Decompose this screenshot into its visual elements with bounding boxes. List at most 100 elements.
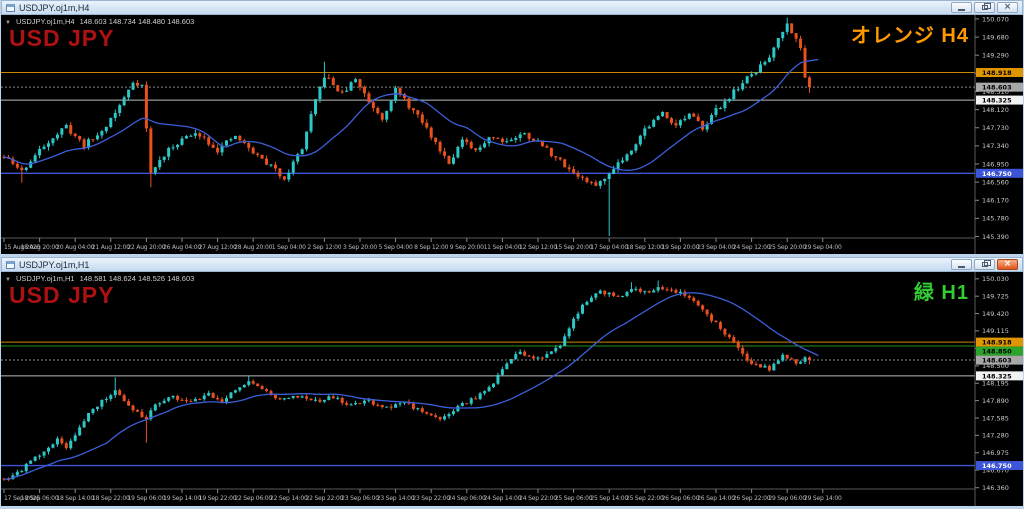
chart-window-titlebar-h1[interactable]: USDJPY.oj1m,H1 × — [1, 257, 1023, 272]
svg-text:148.510: 148.510 — [982, 88, 1009, 96]
svg-text:21 Aug 12:00: 21 Aug 12:00 — [92, 244, 130, 251]
minimize-icon — [958, 8, 965, 11]
svg-text:149.420: 149.420 — [982, 310, 1009, 318]
window-controls: × — [951, 259, 1018, 270]
chart-ohlc-values: 148.603 148.734 148.480 148.603 — [79, 17, 195, 26]
symbol-dropdown-icon[interactable]: ▼ — [5, 277, 11, 283]
window-controls: × — [951, 2, 1018, 13]
restore-button[interactable] — [974, 259, 995, 270]
timeframe-note-label-h4: オレンジ H4 — [850, 25, 969, 47]
svg-text:12 Sep 12:00: 12 Sep 12:00 — [519, 244, 557, 251]
svg-text:17 Sep 04:00: 17 Sep 04:00 — [590, 244, 628, 251]
svg-text:24 Sep 22:00: 24 Sep 22:00 — [519, 495, 557, 502]
symbol-dropdown-icon[interactable]: ▼ — [5, 20, 11, 26]
svg-text:146.750: 146.750 — [982, 170, 1012, 178]
chart-area-h1[interactable]: USD JPY 緑 H1 150.030 149.725 149.420 149.11… — [1, 272, 1023, 506]
svg-text:145.390: 145.390 — [982, 233, 1009, 241]
svg-text:148.850: 148.850 — [982, 348, 1012, 356]
svg-text:147.280: 147.280 — [982, 432, 1009, 440]
svg-text:18 Sep 14:00: 18 Sep 14:00 — [56, 495, 94, 502]
svg-text:148.918: 148.918 — [982, 339, 1012, 347]
symbol-watermark: USD JPY — [9, 282, 115, 308]
chart-symbol-label: USDJPY.oj1m,H1 — [15, 274, 75, 283]
svg-text:150.070: 150.070 — [982, 15, 1009, 23]
svg-text:24 Sep 12:00: 24 Sep 12:00 — [733, 244, 771, 251]
restore-icon — [981, 3, 991, 10]
close-button[interactable]: × — [997, 2, 1018, 13]
svg-text:19 Sep 20:00: 19 Sep 20:00 — [662, 244, 700, 251]
svg-text:18 Sep 06:00: 18 Sep 06:00 — [21, 495, 59, 502]
svg-text:29 Sep 14:00: 29 Sep 14:00 — [804, 495, 842, 502]
time-axis-h4[interactable] — [1, 240, 975, 254]
svg-text:148.120: 148.120 — [982, 106, 1009, 114]
svg-text:26 Sep 06:00: 26 Sep 06:00 — [662, 495, 700, 502]
svg-text:28 Aug 20:00: 28 Aug 20:00 — [234, 244, 272, 251]
chart-window-titlebar-h4[interactable]: USDJPY.oj1m,H4 × — [1, 0, 1023, 15]
svg-text:149.115: 149.115 — [982, 327, 1009, 335]
svg-text:146.975: 146.975 — [982, 449, 1009, 457]
svg-text:149.725: 149.725 — [982, 292, 1009, 300]
svg-text:149.290: 149.290 — [982, 52, 1009, 60]
svg-text:146.950: 146.950 — [982, 160, 1009, 168]
svg-text:23 Sep 04:00: 23 Sep 04:00 — [697, 244, 735, 251]
svg-text:147.730: 147.730 — [982, 124, 1009, 132]
svg-text:15 Sep 20:00: 15 Sep 20:00 — [555, 244, 593, 251]
svg-text:146.170: 146.170 — [982, 197, 1009, 205]
svg-text:23 Sep 06:00: 23 Sep 06:00 — [341, 495, 379, 502]
svg-text:147.890: 147.890 — [982, 397, 1009, 405]
svg-text:147.340: 147.340 — [982, 142, 1009, 150]
svg-text:23 Sep 14:00: 23 Sep 14:00 — [377, 495, 415, 502]
minimize-icon — [958, 265, 965, 268]
svg-text:25 Sep 20:00: 25 Sep 20:00 — [768, 244, 806, 251]
svg-text:9 Sep 20:00: 9 Sep 20:00 — [450, 244, 484, 251]
close-icon: × — [1003, 1, 1012, 12]
close-button[interactable]: × — [997, 259, 1018, 270]
candlestick-chart-h1[interactable]: 150.030149.725149.420149.115148.810148.5… — [1, 272, 1023, 506]
price-scale-h1[interactable] — [975, 272, 1023, 492]
chart-window-title: USDJPY.oj1m,H1 — [19, 259, 90, 270]
svg-text:3 Sep 20:00: 3 Sep 20:00 — [343, 244, 377, 251]
svg-text:148.195: 148.195 — [982, 380, 1009, 388]
svg-text:146.360: 146.360 — [982, 484, 1009, 492]
chart-window-h1: USDJPY.oj1m,H1 × USD JPY 緑 H1 150.030 149… — [1, 257, 1023, 508]
symbol-watermark: USD JPY — [9, 25, 115, 51]
price-scale-h4[interactable] — [975, 15, 1023, 240]
svg-text:22 Aug 20:00: 22 Aug 20:00 — [127, 244, 165, 251]
svg-text:1 Sep 04:00: 1 Sep 04:00 — [272, 244, 306, 251]
svg-text:25 Sep 06:00: 25 Sep 06:00 — [555, 495, 593, 502]
svg-text:22 Sep 14:00: 22 Sep 14:00 — [270, 495, 308, 502]
svg-text:8 Sep 12:00: 8 Sep 12:00 — [414, 244, 448, 251]
svg-text:29 Sep 04:00: 29 Sep 04:00 — [804, 244, 842, 251]
svg-text:150.030: 150.030 — [982, 275, 1009, 283]
svg-text:148.500: 148.500 — [982, 362, 1009, 370]
minimize-button[interactable] — [951, 2, 972, 13]
svg-text:19 Sep 22:00: 19 Sep 22:00 — [199, 495, 237, 502]
svg-text:145.780: 145.780 — [982, 215, 1009, 223]
chart-ohlc-values: 148.581 148.624 148.526 148.603 — [79, 274, 195, 283]
svg-text:24 Sep 06:00: 24 Sep 06:00 — [448, 495, 486, 502]
close-icon: × — [1003, 258, 1012, 269]
svg-text:20 Aug 04:00: 20 Aug 04:00 — [56, 244, 94, 251]
restore-button[interactable] — [974, 2, 995, 13]
svg-text:22 Sep 22:00: 22 Sep 22:00 — [306, 495, 344, 502]
svg-text:146.750: 146.750 — [982, 462, 1012, 470]
time-axis-h1[interactable] — [1, 492, 975, 506]
chart-window-title: USDJPY.oj1m,H4 — [19, 2, 90, 13]
chart-window-icon — [6, 260, 15, 269]
candlestick-chart-h4[interactable]: 150.070149.680149.290148.900148.510148.1… — [1, 15, 1023, 254]
restore-icon — [981, 260, 991, 267]
svg-text:15 Aug 2025: 15 Aug 2025 — [4, 244, 41, 251]
svg-text:19 Sep 14:00: 19 Sep 14:00 — [163, 495, 201, 502]
svg-text:26 Aug 04:00: 26 Aug 04:00 — [163, 244, 201, 251]
chart-ohlc-header-h4: ▼ USDJPY.oj1m,H4 148.603 148.734 148.480… — [5, 17, 194, 26]
chart-window-icon — [6, 3, 15, 12]
svg-text:148.603: 148.603 — [982, 357, 1012, 365]
svg-text:18 Sep 22:00: 18 Sep 22:00 — [92, 495, 130, 502]
chart-area-h4[interactable]: USD JPY オレンジ H4 150.070 149.680 149.290 148… — [1, 15, 1023, 254]
minimize-button[interactable] — [951, 259, 972, 270]
svg-text:5 Sep 04:00: 5 Sep 04:00 — [379, 244, 413, 251]
svg-text:25 Sep 14:00: 25 Sep 14:00 — [590, 495, 628, 502]
svg-text:26 Sep 22:00: 26 Sep 22:00 — [733, 495, 771, 502]
svg-text:148.918: 148.918 — [982, 69, 1012, 77]
